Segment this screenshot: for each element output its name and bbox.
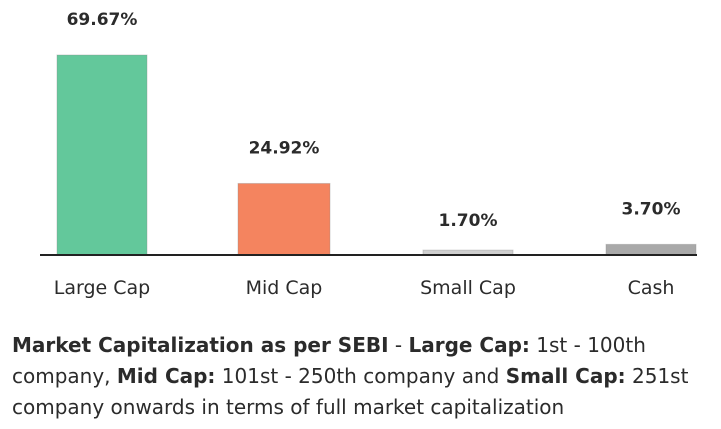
category-labels-group: Large Cap Mid Cap Small Cap Cash [54, 277, 675, 299]
footnote-term-sebi: Market Capitalization as per SEBI [12, 333, 389, 357]
footnote-mid-cap-range: 101st - 250th company and [215, 364, 506, 388]
value-label-small-cap: 1.70% [439, 211, 498, 231]
value-label-large-cap: 69.67% [67, 10, 138, 30]
bar-large-cap [56, 54, 148, 256]
footnote-term-large-cap: Large Cap: [408, 333, 530, 357]
footnote-term-small-cap: Small Cap: [505, 364, 626, 388]
category-label-small-cap: Small Cap [420, 277, 516, 299]
bar-chart: 69.67% 24.92% 1.70% 3.70% Large Cap Mid Cap S… [40, 10, 697, 299]
bars-group [56, 54, 697, 256]
value-labels-group: 69.67% 24.92% 1.70% 3.70% [67, 10, 681, 231]
category-label-cash: Cash [628, 277, 675, 299]
value-label-mid-cap: 24.92% [249, 138, 320, 158]
footnote-small-cap-range: 251st company onwards in terms of full m… [12, 364, 689, 419]
footnote-large-cap-range: 1st - 100th company, [12, 333, 646, 388]
footnote-term-mid-cap: Mid Cap: [116, 364, 216, 388]
market-cap-footnote: Market Capitalization as per SEBI - Larg… [12, 330, 717, 423]
category-label-large-cap: Large Cap [54, 277, 150, 299]
footnote-separator: - [388, 333, 409, 357]
category-label-mid-cap: Mid Cap [246, 277, 323, 299]
bar-cash [605, 243, 697, 256]
bar-mid-cap [237, 182, 331, 256]
value-label-cash: 3.70% [622, 199, 681, 219]
